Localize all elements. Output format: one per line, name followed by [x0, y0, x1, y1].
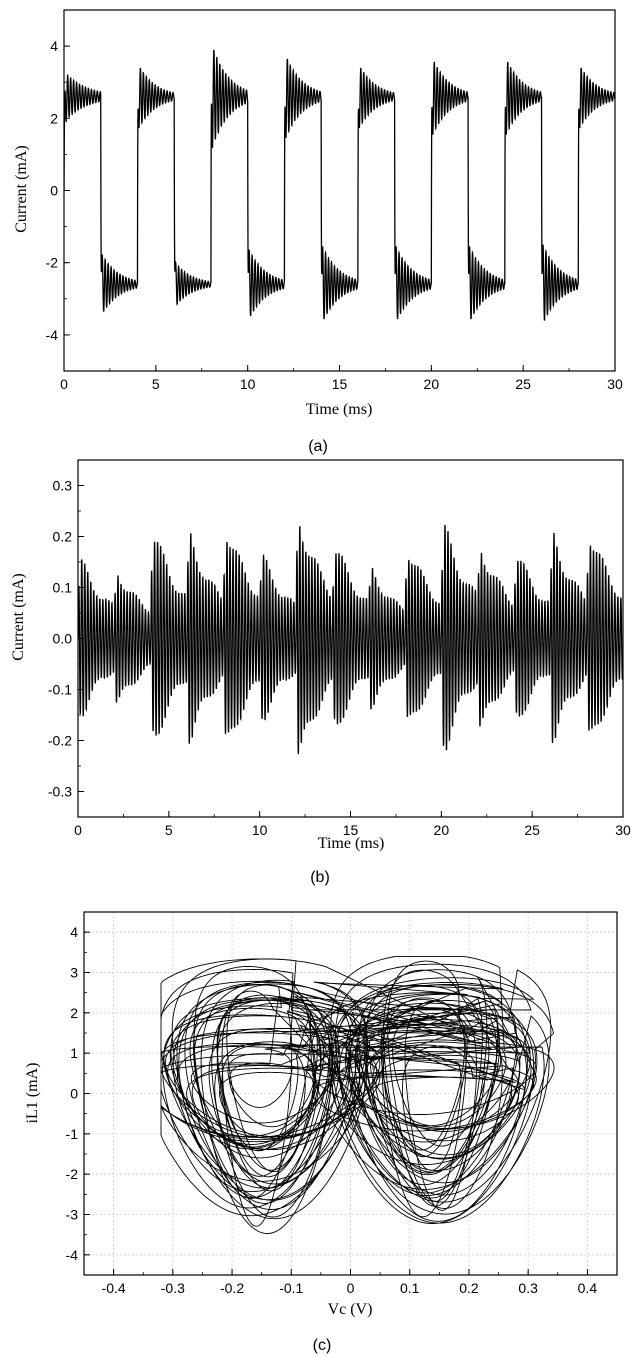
y-tick-label: 0.2: [53, 529, 73, 545]
x-tick-label: 0.1: [400, 1280, 420, 1296]
x-tick-label: 30: [615, 822, 631, 838]
x-tick-label: 0.2: [459, 1280, 479, 1296]
y-axis-title-c: iL1 (mA): [24, 1063, 41, 1124]
y-tick-label: 0: [50, 183, 58, 199]
plot-area-c: [83, 911, 618, 1276]
y-tick-label: 0.1: [53, 580, 73, 596]
y-tick-label: 0.3: [53, 478, 73, 494]
x-tick-label: 0.4: [578, 1280, 598, 1296]
y-tick-label: -4: [66, 1247, 79, 1263]
x-ticks-a: 0 5 10 15 20 25 30: [60, 365, 623, 392]
x-tick-label: 20: [424, 376, 440, 392]
x-tick-label: 15: [343, 822, 359, 838]
plot-area-a: [63, 9, 616, 372]
y-axis-title-b: Current (mA): [10, 573, 27, 661]
x-tick-label: -0.1: [279, 1280, 303, 1296]
x-tick-label: 15: [332, 376, 348, 392]
series-group: [64, 49, 615, 321]
x-axis-title-a: Time (ms): [306, 401, 373, 418]
x-tick-label: 5: [152, 376, 160, 392]
y-tick-label: 4: [70, 924, 78, 940]
y-tick-label: 1: [70, 1045, 78, 1061]
x-axis-title-b: Time (ms): [318, 835, 385, 852]
y-ticks-c: -4 -3 -2 -1 0 1 2 3 4: [66, 911, 90, 1276]
x-tick-label: 10: [252, 822, 268, 838]
phase-portrait-trajectory: [160, 955, 555, 1234]
x-tick-label: -0.3: [161, 1280, 185, 1296]
y-ticks-b: -0.3 -0.2 -0.1 0.0 0.1 0.2 0.3: [48, 459, 84, 818]
y-tick-label: -0.3: [48, 784, 72, 800]
y-tick-label: 4: [50, 38, 58, 54]
x-tick-label: 25: [515, 376, 531, 392]
y-tick-label: -3: [66, 1207, 79, 1223]
y-tick-label: 0: [70, 1086, 78, 1102]
x-tick-label: 25: [524, 822, 540, 838]
plot-area-b: [77, 459, 624, 818]
y-tick-label: 2: [70, 1005, 78, 1021]
current-oscillation-line: [78, 524, 623, 755]
y-tick-label: -0.1: [48, 682, 72, 698]
y-tick-label: -2: [66, 1166, 79, 1182]
y-axis-title-a: Current (mA): [13, 145, 30, 233]
y-ticks-a: -4 -2 0 2 4: [46, 9, 70, 372]
x-tick-label: -0.2: [220, 1280, 244, 1296]
panel-label-c: (c): [313, 1337, 332, 1354]
x-tick-label: 20: [434, 822, 450, 838]
current-waveform-line: [64, 49, 615, 321]
x-tick-label: 0: [74, 822, 82, 838]
x-tick-label: 10: [240, 376, 256, 392]
chart-c: -4 -3 -2 -1 0 1 2 3 4 -0.4 -0.3 -0.2 -0.1 0 0.1 0.2 0.3…: [24, 911, 618, 1354]
chart-a: -4 -2 0 2 4 0 5 10 15 20 25 30 Time (ms) Current (…: [13, 9, 623, 455]
y-tick-label: 3: [70, 965, 78, 981]
plot-frame: [63, 9, 616, 372]
y-tick-label: 0.0: [53, 631, 73, 647]
x-tick-label: 0.3: [518, 1280, 538, 1296]
series-group: [160, 955, 555, 1234]
panel-label-a: (a): [308, 438, 328, 455]
y-tick-label: -2: [46, 255, 59, 271]
y-tick-label: -1: [66, 1126, 79, 1142]
x-tick-label: 5: [165, 822, 173, 838]
x-tick-label: 0: [60, 376, 68, 392]
x-tick-label: -0.4: [102, 1280, 126, 1296]
panel-label-b: (b): [310, 869, 330, 886]
x-ticks-b: 0 5 10 15 20 25 30: [74, 811, 631, 838]
y-tick-label: -4: [46, 327, 59, 343]
x-tick-label: 30: [607, 376, 623, 392]
x-tick-label: 0: [347, 1280, 355, 1296]
series-group: [78, 524, 623, 755]
x-axis-title-c: Vc (V): [328, 1301, 373, 1318]
y-tick-label: 2: [50, 110, 58, 126]
x-ticks-c: -0.4 -0.3 -0.2 -0.1 0 0.1 0.2 0.3 0.4: [83, 1269, 618, 1296]
chart-b: -0.3 -0.2 -0.1 0.0 0.1 0.2 0.3 0 5 10 15 20 25 30 Ti…: [10, 459, 631, 886]
y-tick-label: -0.2: [48, 733, 72, 749]
